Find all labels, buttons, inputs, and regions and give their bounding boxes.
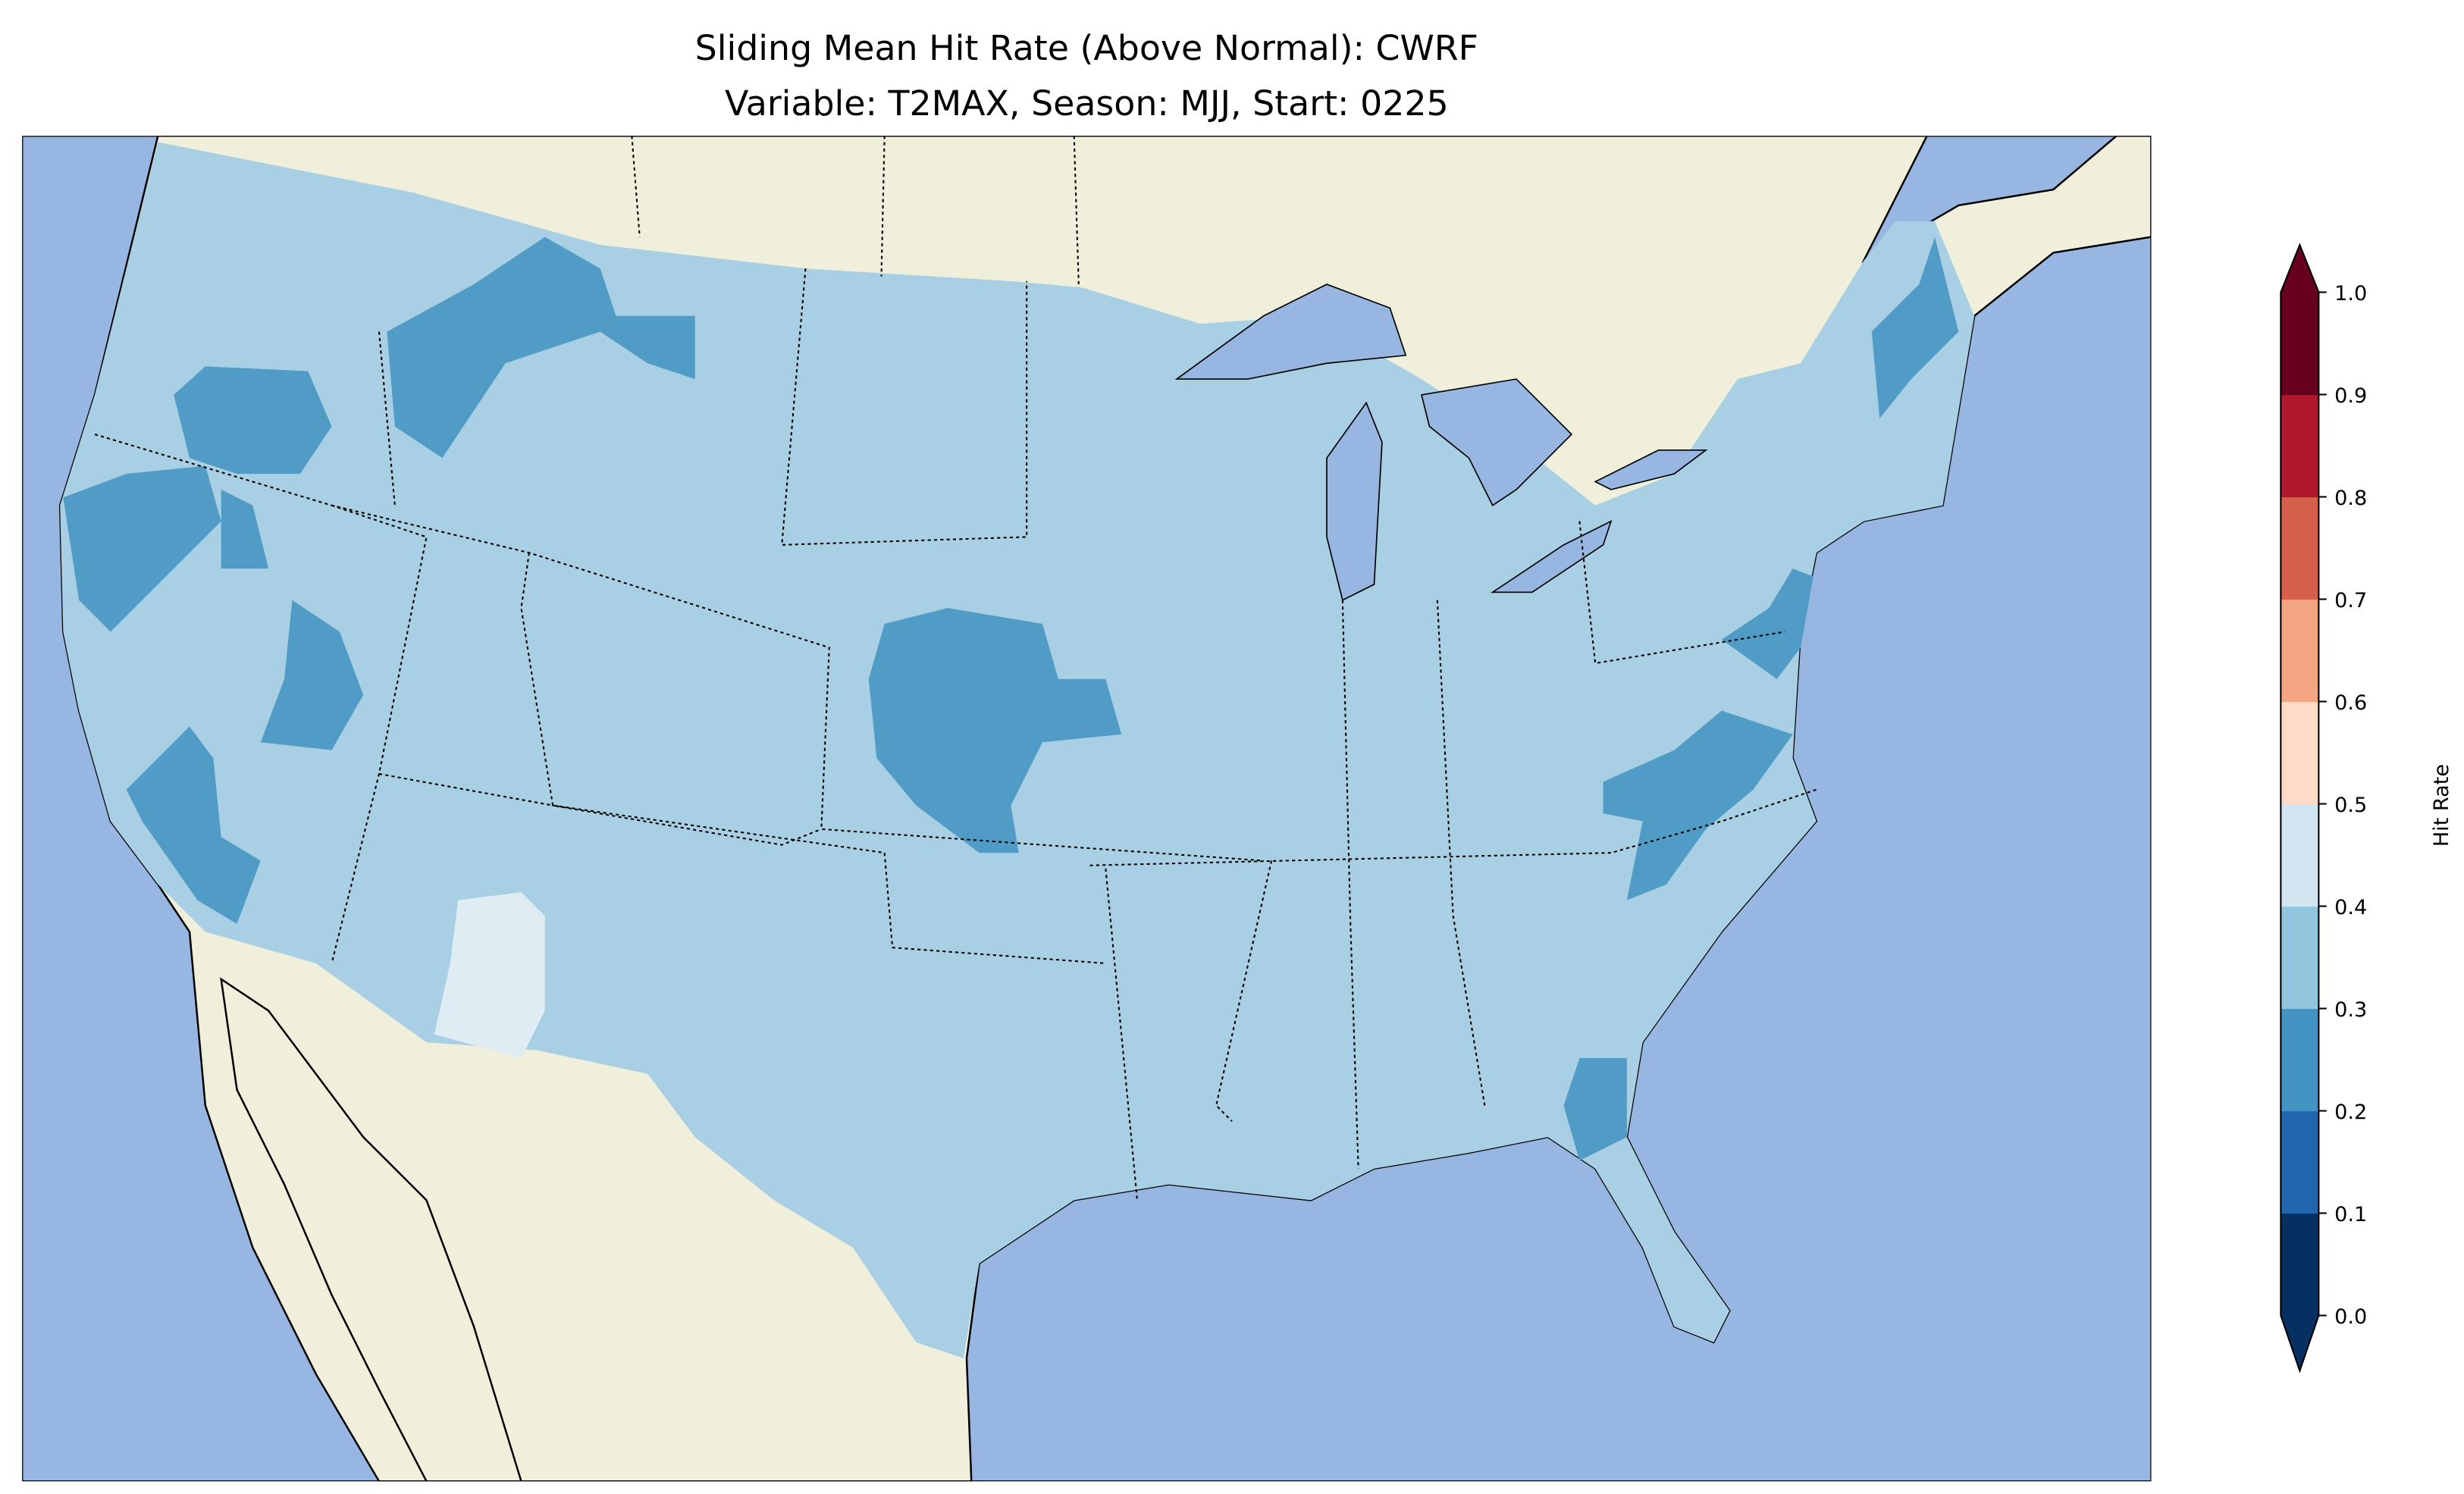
- colorbar-tick-label: 0.4: [2334, 896, 2367, 919]
- colorbar-tick-label: 0.7: [2334, 589, 2367, 612]
- colorbar-segment: [2281, 394, 2319, 498]
- colorbar-segment: [2281, 1008, 2319, 1112]
- low-hit-rate-areas: [63, 236, 1959, 1161]
- colorbar-segment: [2281, 906, 2319, 1010]
- colorbar-segment: [2281, 1213, 2319, 1317]
- colorbar-label: Hit Rate: [2430, 764, 2453, 847]
- colorbar-segment: [2281, 1110, 2319, 1214]
- colorbar-tick-label: 1.0: [2334, 282, 2367, 305]
- colorbar-extend-min: [2281, 1315, 2319, 1371]
- colorbar-tick-label: 0.1: [2334, 1203, 2367, 1226]
- colorbar-tick-label: 0.9: [2334, 384, 2367, 408]
- chart-title: Sliding Mean Hit Rate (Above Normal): CW…: [695, 27, 1478, 68]
- map: [22, 136, 2152, 1482]
- colorbar-segment: [2281, 803, 2319, 907]
- colorbar-tick-label: 0.3: [2334, 998, 2367, 1022]
- colorbar: 0.0 0.1 0.2 0.3 0.4 0.5 0.6 0.7 0.8 0.9 1.0: [2280, 243, 2367, 1373]
- colorbar-tick-label: 0.8: [2334, 487, 2367, 510]
- colorbar-tick-label: 0.5: [2334, 794, 2367, 817]
- colorbar-segment: [2281, 292, 2319, 396]
- colorbar-segment: [2281, 496, 2319, 600]
- colorbar-segment: [2281, 599, 2319, 703]
- state-borders: [94, 136, 1817, 1201]
- great-lakes: [1174, 283, 1708, 601]
- colorbar-tick-label: 0.6: [2334, 691, 2367, 715]
- colorbar-tick-label: 0.0: [2334, 1305, 2367, 1329]
- colorbar-tick-label: 0.2: [2334, 1101, 2367, 1124]
- colorbar-segment: [2281, 701, 2319, 805]
- chart-subtitle: Variable: T2MAX, Season: MJJ, Start: 022…: [725, 83, 1449, 124]
- colorbar-extend-max: [2281, 245, 2319, 293]
- high-hit-rate-area: [434, 892, 545, 1058]
